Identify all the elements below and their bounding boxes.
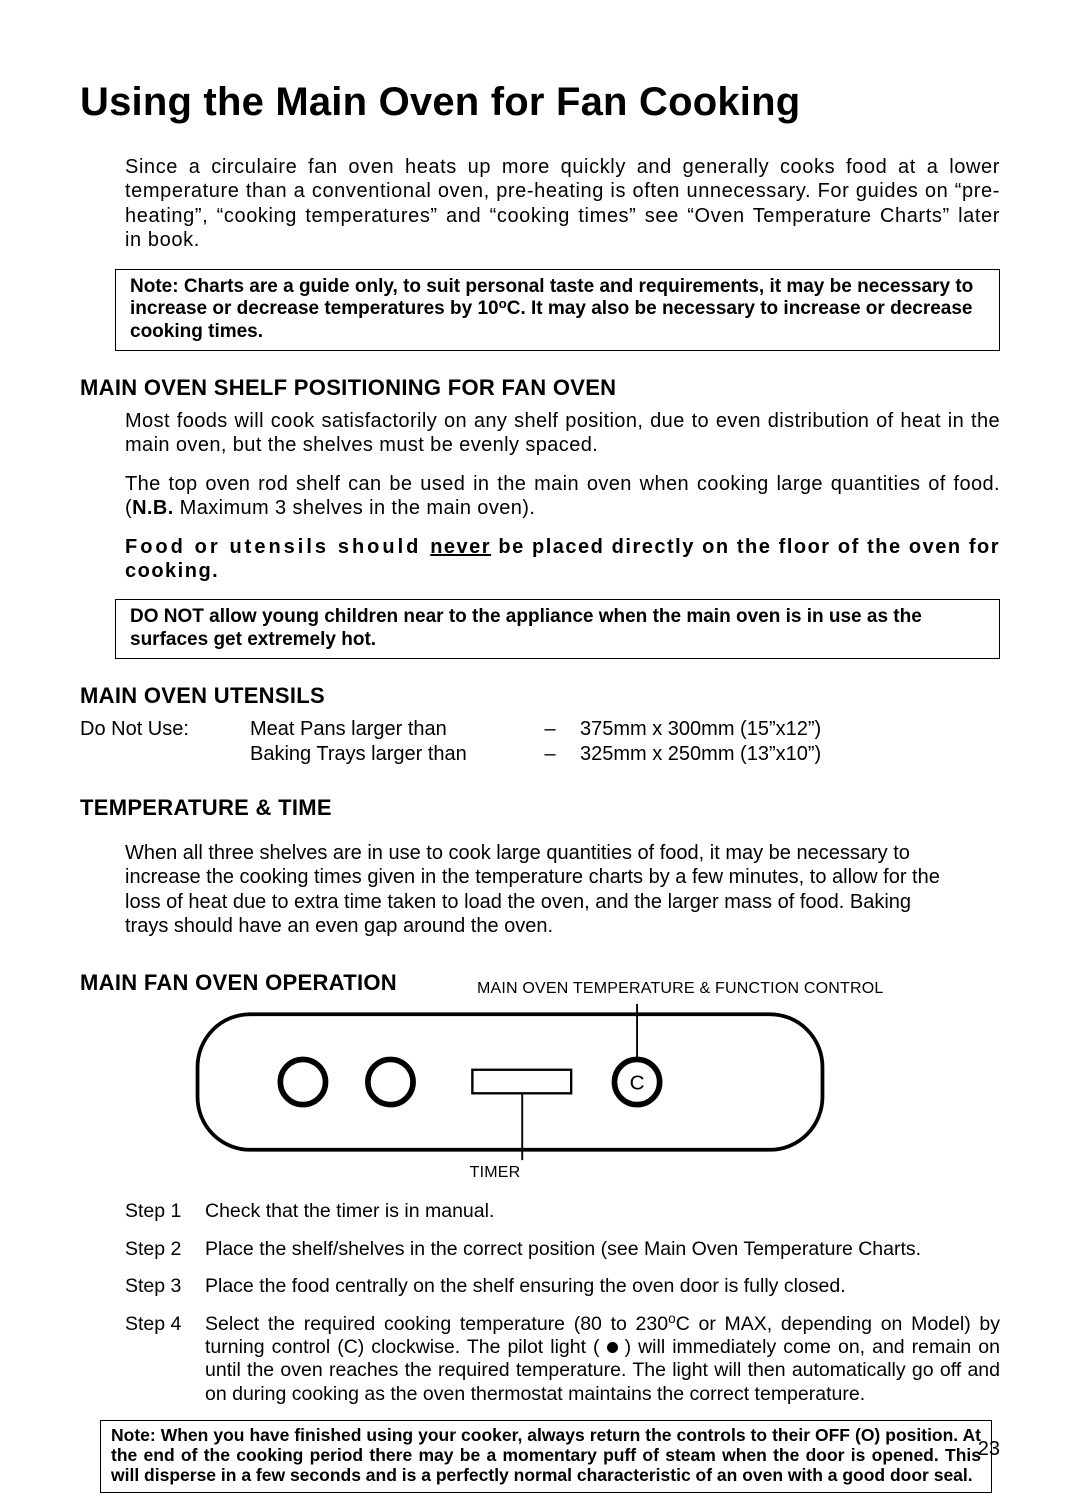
sec1-p3-a: Food or utensils should (125, 536, 430, 558)
utensils-table: Do Not Use: Meat Pans larger than – 375m… (80, 717, 1000, 767)
sec1-p3: Food or utensils should never be placed … (125, 535, 1000, 584)
step-label-3: Step 3 (125, 1275, 205, 1298)
utensils-row1-size: 325mm x 250mm (13”x10”) (580, 742, 900, 767)
sec1-p1: Most foods will cook satisfactorily on a… (125, 409, 1000, 458)
step-row-1: Step 1 Check that the timer is in manual… (125, 1200, 1000, 1223)
utensils-row1-dash: – (520, 742, 580, 767)
sec3-body: When all three shelves are in use to coo… (125, 841, 945, 939)
section-heading-shelf: MAIN OVEN SHELF POSITIONING FOR FAN OVEN (80, 375, 1000, 401)
step-label-2: Step 2 (125, 1238, 205, 1261)
intro-paragraph: Since a circulaire fan oven heats up mor… (125, 155, 1000, 253)
control-panel-diagram: C TIMER (175, 1002, 845, 1182)
step-row-4: Step 4 Select the required cooking tempe… (125, 1313, 1000, 1407)
dial-c-label: C (630, 1072, 645, 1095)
sec1-p2-b: Maximum 3 shelves in the main oven). (174, 497, 536, 519)
page-number: 23 (978, 1438, 1000, 1461)
step4-a: Select the required cooking temperature … (205, 1313, 668, 1335)
sec1-p2-nb: N.B. (132, 497, 174, 519)
function-control-label: MAIN OVEN TEMPERATURE & FUNCTION CONTROL (477, 980, 884, 998)
degree-sup: o (499, 296, 507, 311)
timer-label: TIMER (145, 1164, 845, 1182)
utensils-heading: Do Not Use: (80, 717, 250, 742)
utensils-row0-dash: – (520, 717, 580, 742)
utensils-row0-item: Meat Pans larger than (250, 717, 520, 742)
note-box-final: Note: When you have finished using your … (100, 1420, 992, 1492)
utensils-row0-size: 375mm x 300mm (15”x12”) (580, 717, 900, 742)
section-heading-utensils: MAIN OVEN UTENSILS (80, 683, 1000, 709)
step-text-2: Place the shelf/shelves in the correct p… (205, 1238, 1000, 1261)
step-row-2: Step 2 Place the shelf/shelves in the co… (125, 1238, 1000, 1261)
section-heading-operation: MAIN FAN OVEN OPERATION (80, 970, 397, 996)
operation-steps: Step 1 Check that the timer is in manual… (125, 1200, 1000, 1406)
step-text-4: Select the required cooking temperature … (205, 1313, 1000, 1407)
step-text-3: Place the food centrally on the shelf en… (205, 1275, 1000, 1298)
utensils-row1-item: Baking Trays larger than (250, 742, 520, 767)
step-label-4: Step 4 (125, 1313, 205, 1407)
note-box-1: Note: Charts are a guide only, to suit p… (115, 269, 1000, 351)
page-title: Using the Main Oven for Fan Cooking (80, 80, 1000, 125)
pilot-light-icon (607, 1342, 618, 1353)
step-text-1: Check that the timer is in manual. (205, 1200, 1000, 1223)
section-heading-temp: TEMPERATURE & TIME (80, 795, 1000, 821)
sec1-p3-never: never (430, 536, 491, 558)
note-box-2: DO NOT allow young children near to the … (115, 599, 1000, 659)
degree-sup-2: o (668, 1311, 676, 1326)
sec1-p2: The top oven rod shelf can be used in th… (125, 472, 1000, 521)
step-label-1: Step 1 (125, 1200, 205, 1223)
section-shelf-body: Most foods will cook satisfactorily on a… (125, 409, 1000, 583)
step-row-3: Step 3 Place the food centrally on the s… (125, 1275, 1000, 1298)
